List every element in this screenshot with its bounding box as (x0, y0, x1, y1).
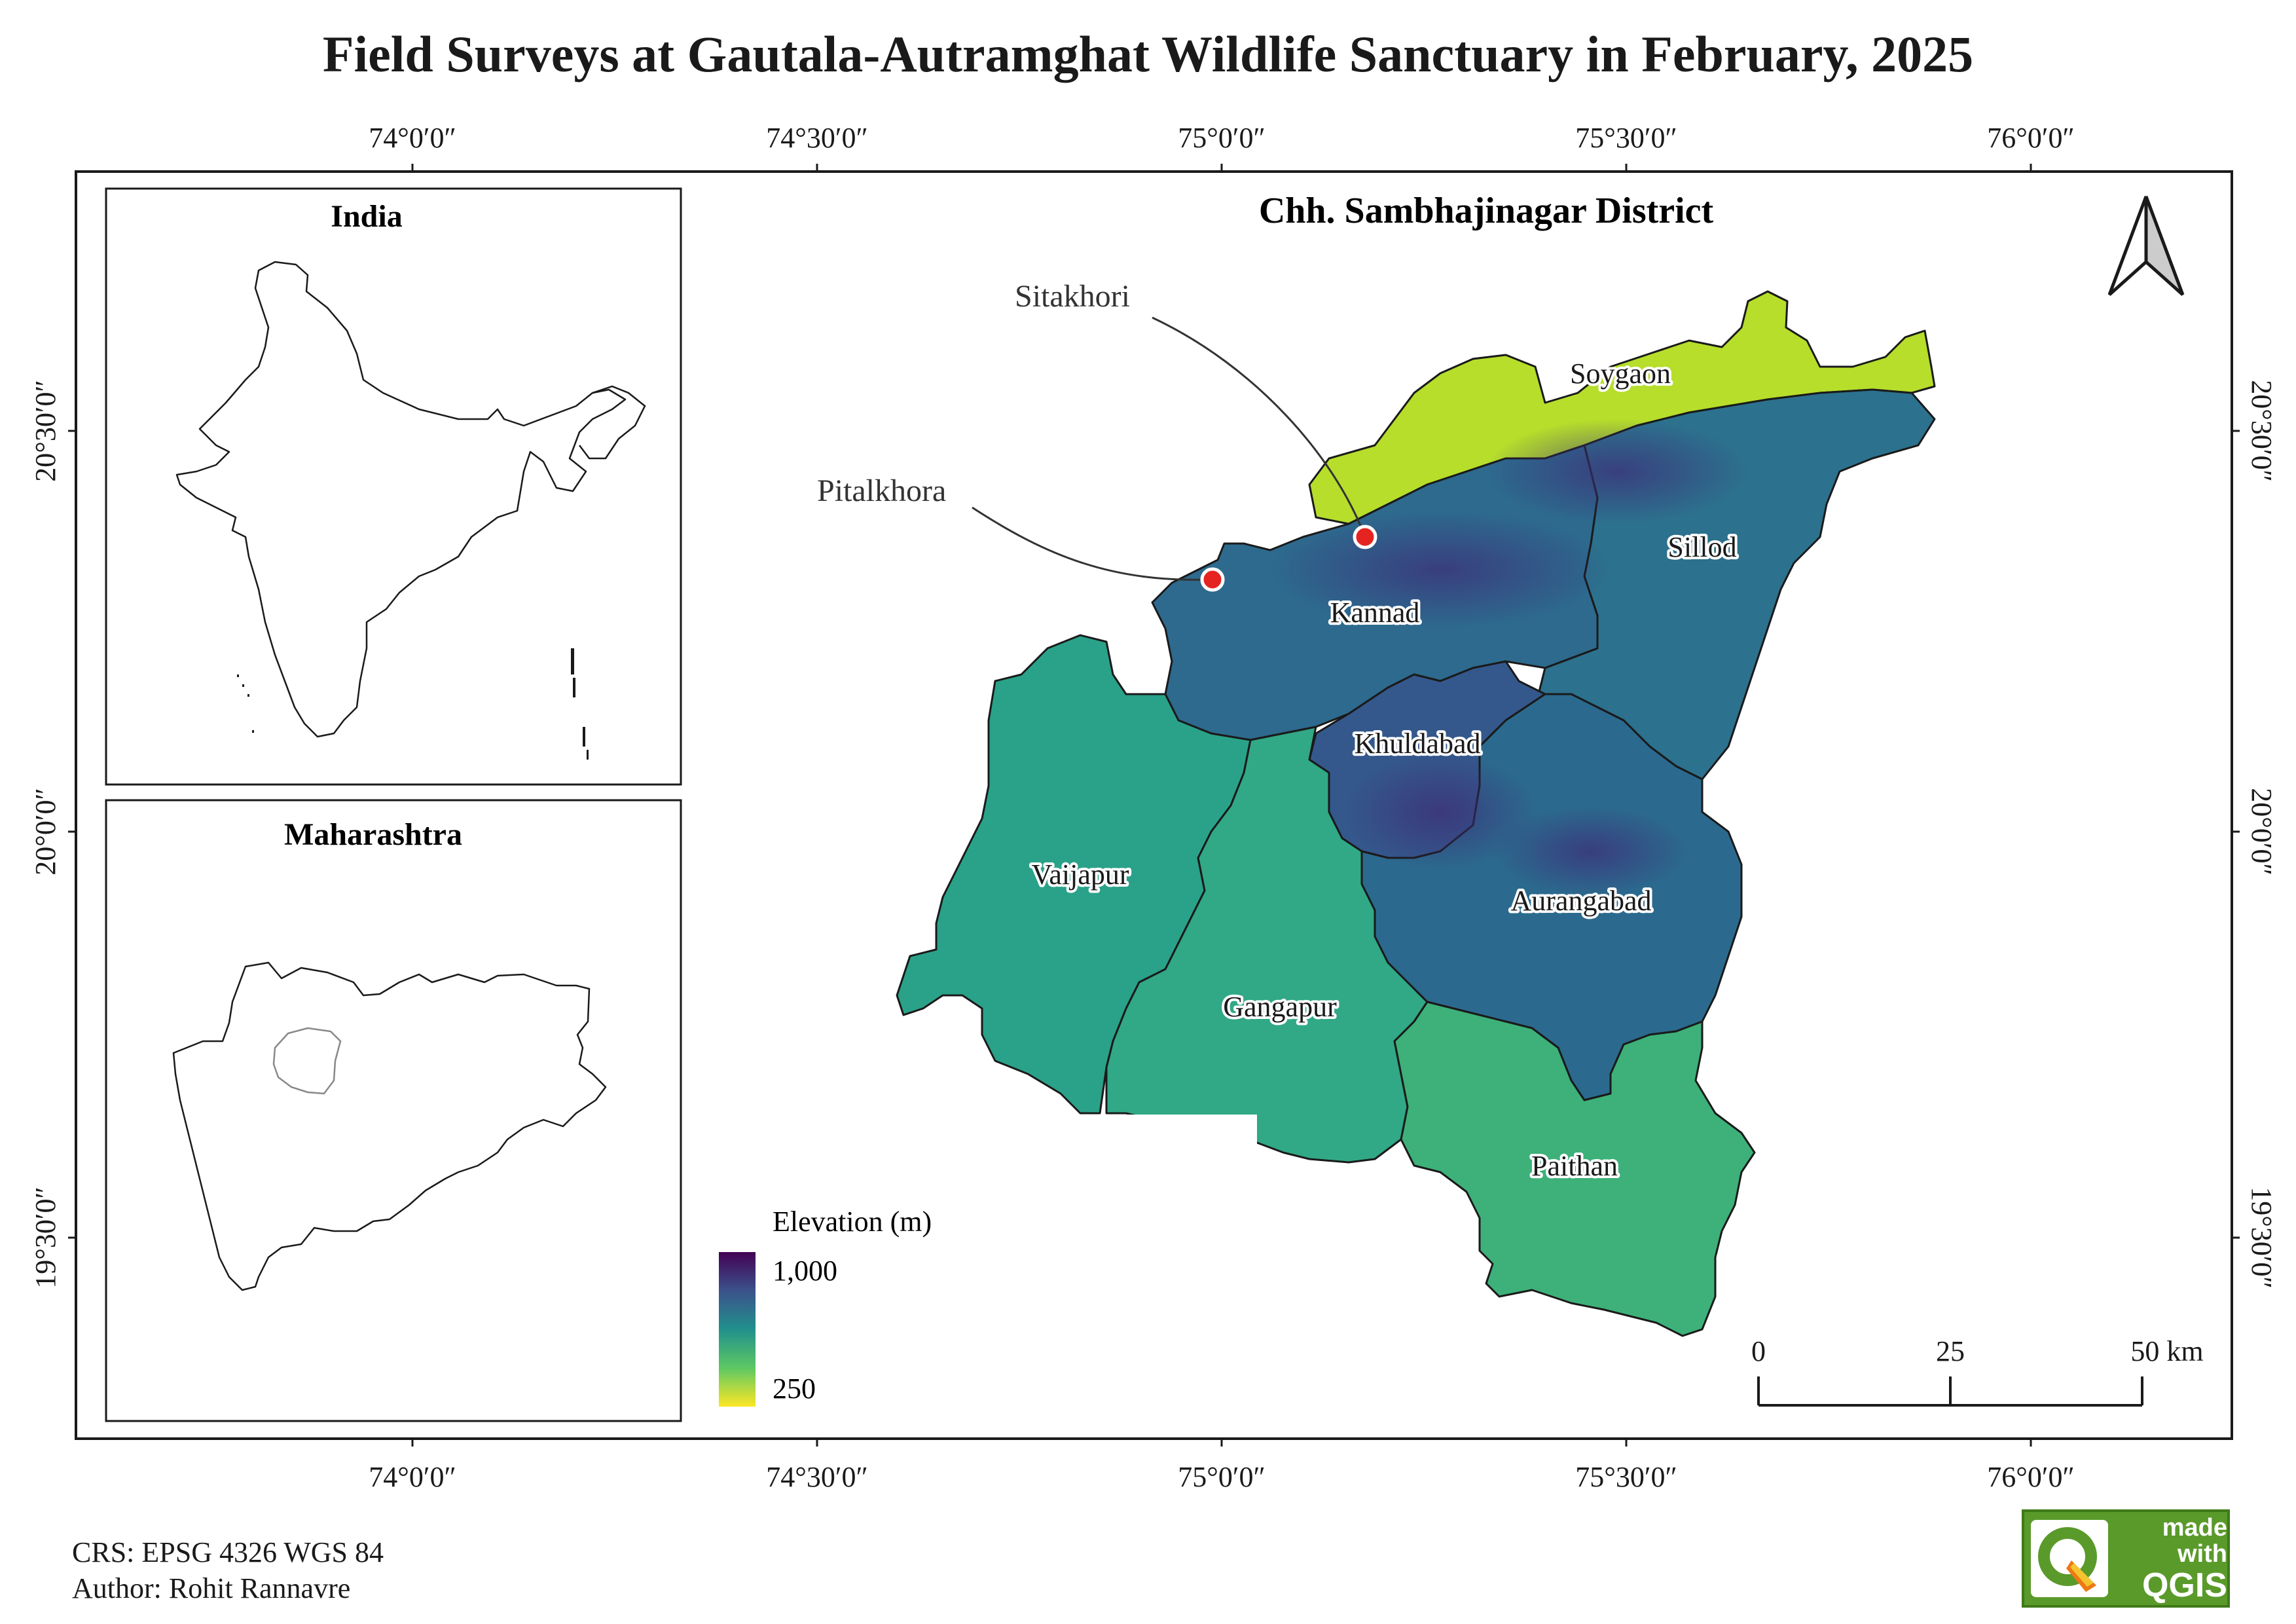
scale-label-25: 25 (1936, 1335, 1965, 1367)
label-soygaon: Soygaon (1570, 358, 1671, 390)
hill-shade-3 (1493, 805, 1689, 897)
lon-label-bottom-5: 76°0′0″ (1987, 1461, 2075, 1493)
lon-label-top-2: 74°30′0″ (766, 122, 868, 154)
lon-label-top-1: 74°0′0″ (369, 122, 456, 154)
badge-made: made (2162, 1514, 2227, 1541)
hill-shade-2 (1342, 753, 1539, 871)
label-vaijapur: Vaijapur (1031, 858, 1129, 891)
india-northeast (579, 385, 646, 460)
map-frame (75, 170, 2233, 1440)
legend-max-label: 1,000 (773, 1255, 837, 1287)
lon-label-bottom-4: 75°30′0″ (1575, 1461, 1677, 1493)
map-title: Chh. Sambhajinagar District (1259, 191, 1714, 231)
district-highlight (272, 1027, 342, 1095)
inset-india-title: India (331, 199, 402, 234)
lon-label-bottom-1: 74°0′0″ (369, 1461, 456, 1493)
legend: Elevation (m) 1,000 250 (719, 1206, 932, 1407)
data-gap (1126, 1115, 1257, 1153)
label-kannad: Kannad (1330, 597, 1420, 629)
leader-line-pitalkhora (972, 506, 1213, 581)
scale-label-0: 0 (1751, 1335, 1766, 1367)
footer-author: Author: Rohit Rannavre (72, 1572, 351, 1604)
legend-colorbar (719, 1252, 756, 1407)
lon-label-bottom-2: 74°30′0″ (766, 1461, 868, 1493)
lat-label-right-1: 20°30′0″ (2246, 380, 2278, 482)
lat-label-left-3: 19°30′0″ (29, 1187, 62, 1289)
taluka-paithan (1393, 1001, 1756, 1337)
lat-label-right-3: 19°30′0″ (2246, 1187, 2278, 1289)
lakshadweep-islands (237, 674, 254, 733)
legend-min-label: 250 (773, 1373, 816, 1405)
district-map: Chh. Sambhajinagar District Soygaon Sill… (719, 191, 2204, 1407)
page-title: Field Surveys at Gautala-Autramghat Wild… (322, 26, 1974, 83)
badge-with: with (2178, 1540, 2227, 1568)
label-sitakhori: Sitakhori (1015, 279, 1130, 314)
inset-maharashtra-title: Maharashtra (284, 817, 462, 852)
hill-shade-4 (1486, 419, 1748, 524)
site-marker-pitalkhora[interactable] (1200, 567, 1225, 592)
lat-label-right-2: 20°0′0″ (2246, 788, 2278, 876)
lat-label-left-1: 20°30′0″ (29, 380, 62, 482)
lon-label-top-5: 76°0′0″ (1987, 122, 2075, 154)
label-gangapur: Gangapur (1223, 991, 1337, 1023)
maharashtra-outline (172, 961, 607, 1291)
badge-qgis: QGIS (2141, 1566, 2227, 1604)
north-arrow-icon (2107, 196, 2185, 296)
label-paithan: Paithan (1531, 1150, 1618, 1182)
lon-label-top-4: 75°30′0″ (1575, 122, 1677, 154)
legend-title: Elevation (m) (773, 1206, 932, 1238)
leader-line-sitakhori (1152, 316, 1366, 538)
lon-label-bottom-3: 75°0′0″ (1178, 1461, 1266, 1493)
taluka-vaijapur (896, 634, 1252, 1115)
scale-bar: 0 25 50 km (1751, 1335, 2204, 1407)
site-marker-sitakhori[interactable] (1353, 525, 1377, 549)
andaman-islands (571, 648, 589, 760)
hill-shade-1 (1270, 511, 1611, 629)
label-aurangabad: Aurangabad (1510, 885, 1651, 917)
label-sillod: Sillod (1667, 531, 1736, 563)
scale-label-50: 50 km (2130, 1335, 2203, 1367)
label-khuldabad: Khuldabad (1354, 728, 1480, 760)
lon-label-top-3: 75°0′0″ (1178, 122, 1266, 154)
graticule-ticks (68, 164, 2240, 1447)
inset-maharashtra: Maharashtra (105, 799, 682, 1422)
footer-crs: CRS: EPSG 4326 WGS 84 (72, 1536, 384, 1568)
india-outline (175, 261, 627, 738)
label-pitalkhora: Pitalkhora (817, 473, 946, 508)
made-with-qgis-badge: made with QGIS (2022, 1509, 2230, 1608)
lat-label-left-2: 20°0′0″ (29, 788, 62, 876)
inset-india: India (105, 187, 682, 786)
qgis-logo-icon (2031, 1520, 2108, 1597)
